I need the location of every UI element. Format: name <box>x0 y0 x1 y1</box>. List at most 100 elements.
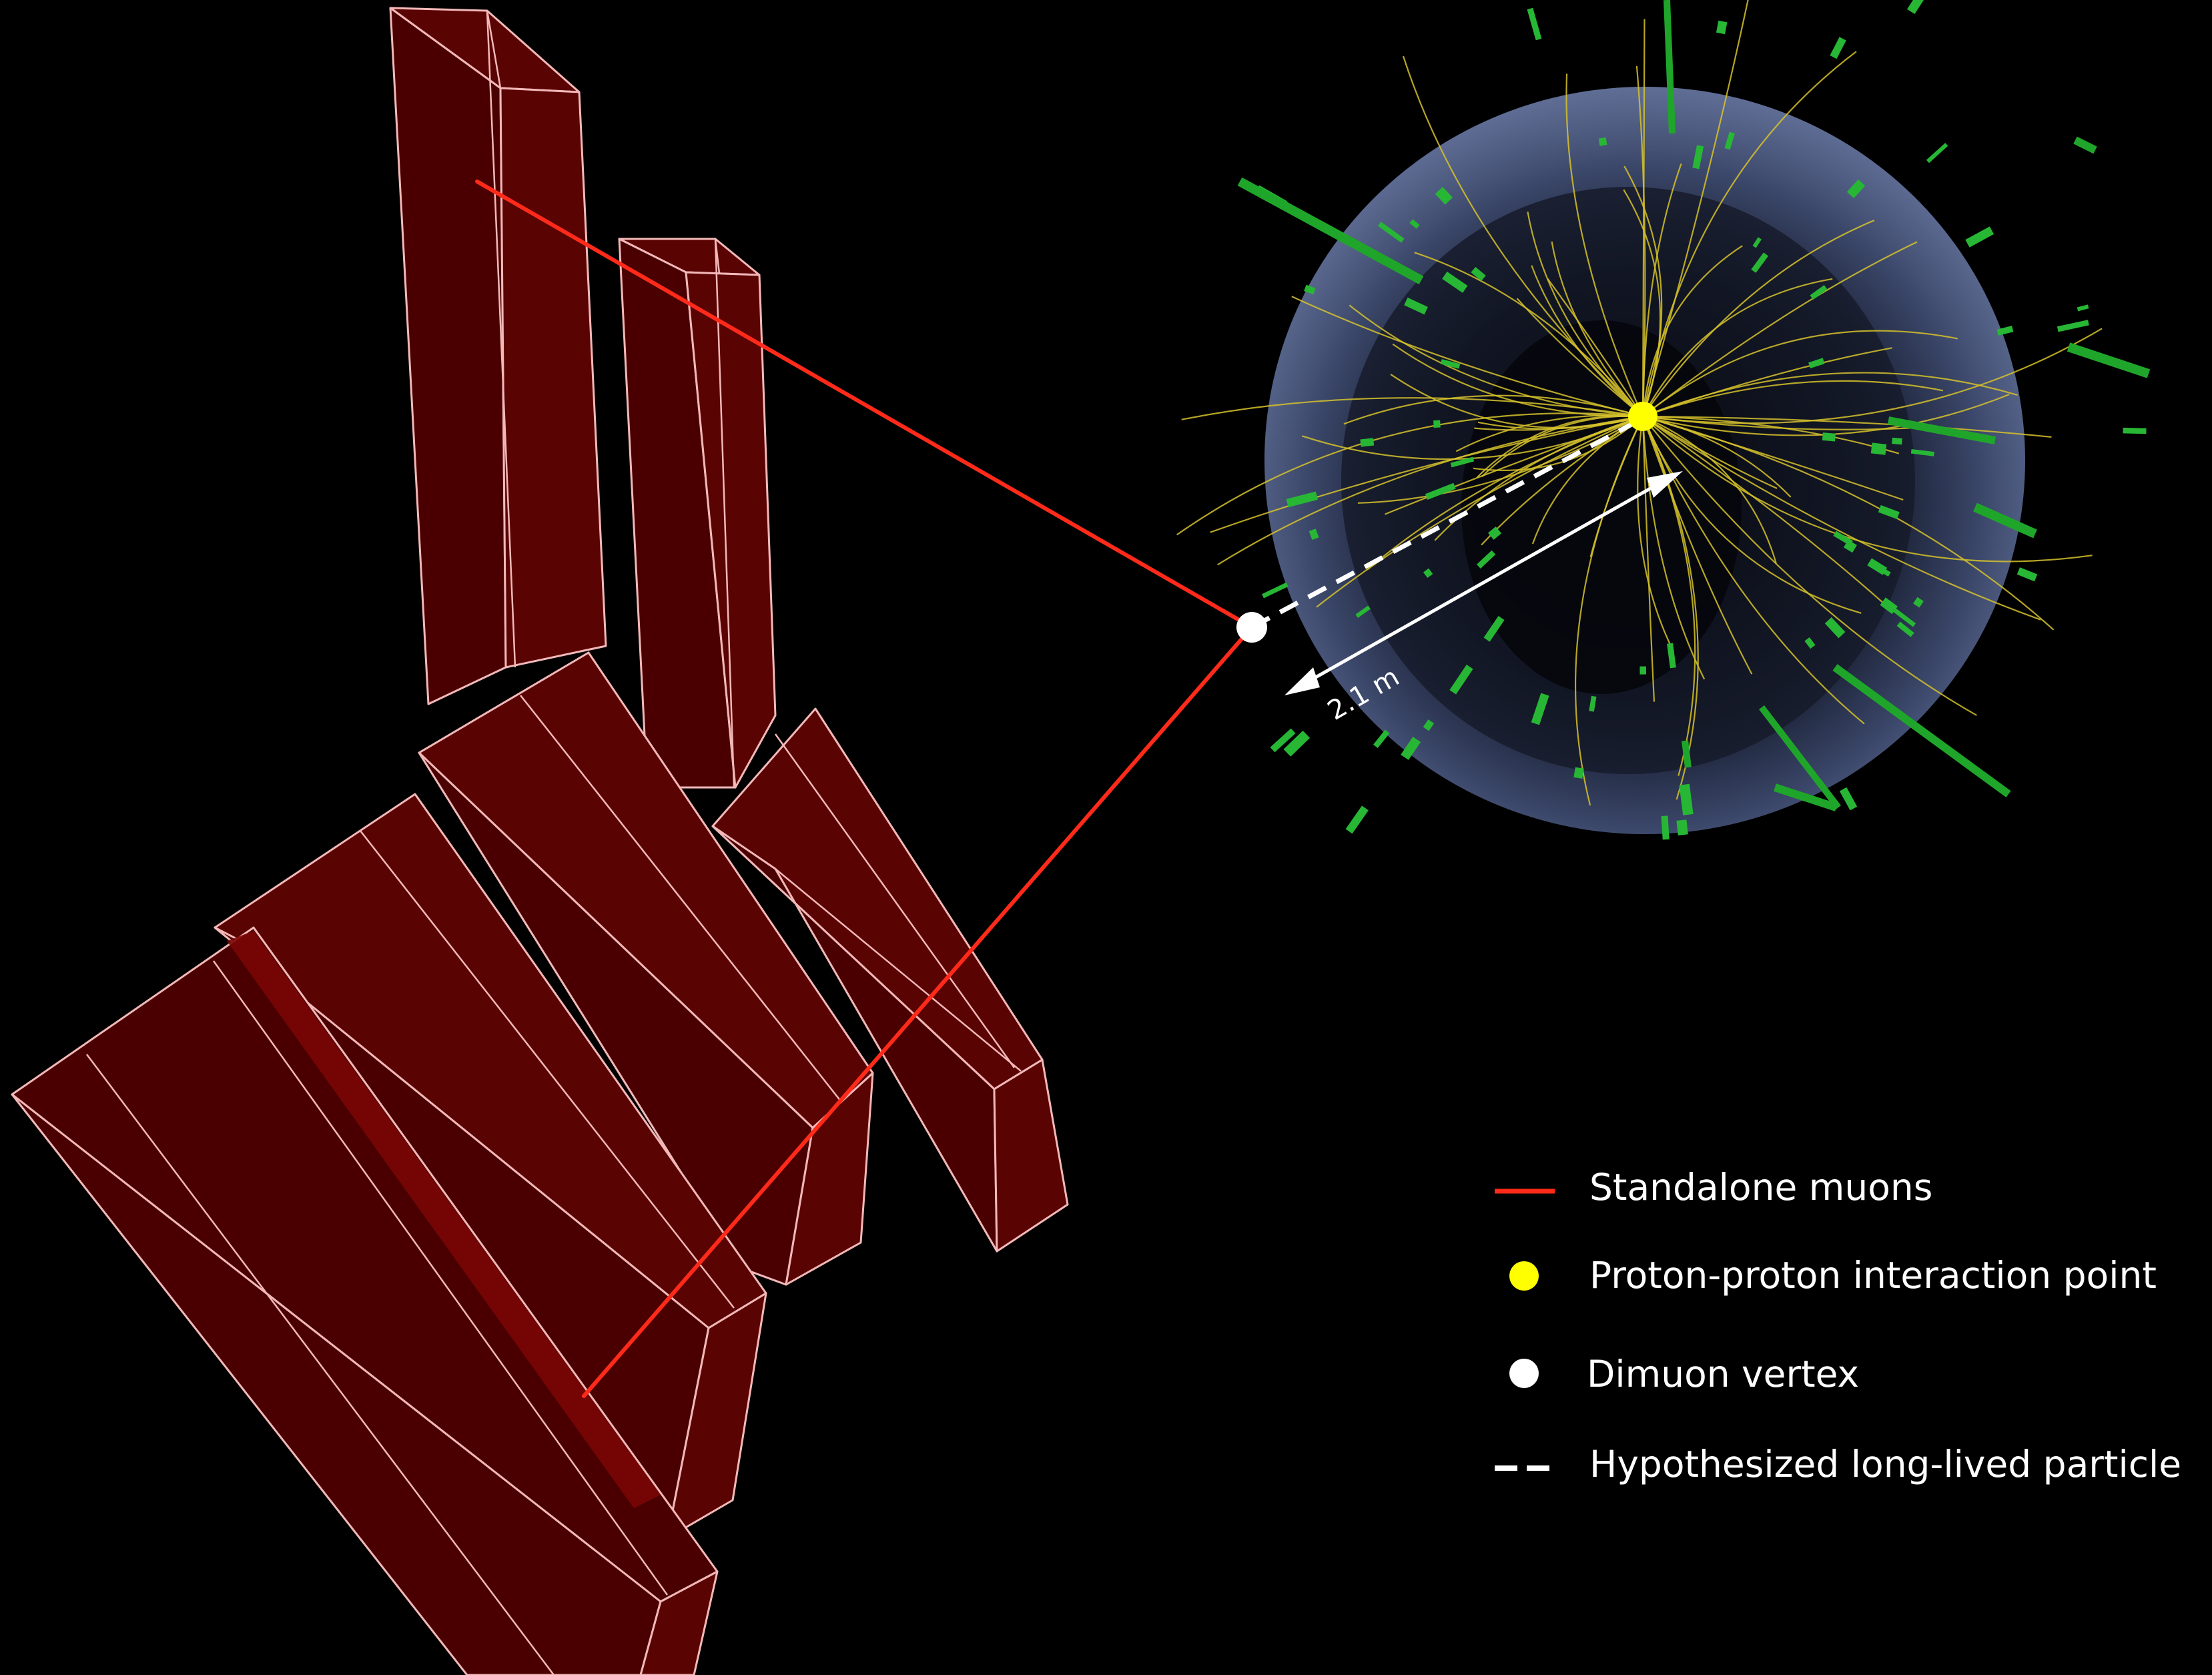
calorimeter-hit <box>1440 359 1461 369</box>
calorimeter-hit <box>1589 695 1597 712</box>
track-line <box>1589 416 1644 558</box>
track-line <box>1481 415 1643 478</box>
track-line <box>1642 330 1958 417</box>
calorimeter-hit <box>1965 226 1994 248</box>
calorimeter-hit <box>1679 783 1694 815</box>
calorimeter-hit <box>1442 272 1468 293</box>
calorimeter-hit <box>1667 643 1676 669</box>
track-line <box>1316 415 1643 608</box>
track-line <box>1641 416 1696 776</box>
calorimeter-hit <box>1471 266 1486 282</box>
calorimeter-hit <box>1843 539 1857 553</box>
calorimeter-hit <box>1910 449 1934 456</box>
track-line <box>1414 252 1643 417</box>
calorimeter-hit <box>1404 297 1428 315</box>
calorimeter-hit <box>1870 442 1887 455</box>
jet-deposit <box>1664 0 1676 134</box>
calorimeter-hit <box>1878 505 1900 519</box>
calorimeter-hit <box>1598 137 1607 146</box>
muon-chamber-4 <box>418 651 874 1286</box>
calorimeter-hit <box>1433 420 1441 428</box>
calorimeter-hit <box>1409 219 1420 229</box>
calorimeter-hit <box>1377 222 1405 243</box>
calorimeter-hit <box>1839 787 1858 811</box>
long-lived-particle <box>1250 416 1643 630</box>
arrow-head-left <box>1284 667 1320 695</box>
track-line <box>1176 412 1643 536</box>
calorimeter-hit <box>1846 179 1866 198</box>
track-line <box>1642 415 1777 564</box>
calorimeter-hit <box>1892 437 1902 445</box>
calorimeter-hit <box>1477 550 1496 569</box>
track-line <box>1455 414 1643 452</box>
calorimeter-hit <box>2057 320 2089 332</box>
muon-chambers <box>11 7 1069 1675</box>
track-line <box>1642 416 2041 621</box>
track-line <box>1531 265 1643 417</box>
calorimeter-hit <box>1435 186 1453 205</box>
track-line <box>1642 220 1875 417</box>
legend-item-standalone-muons: Standalone muons <box>1495 1166 1932 1209</box>
calorimeter-hit <box>1286 491 1318 508</box>
track-line <box>1481 416 1643 546</box>
calorimeter-hit <box>1676 819 1688 835</box>
calorimeter-hit <box>1724 131 1735 150</box>
track-line <box>1527 212 1643 417</box>
track-line <box>1637 416 1675 652</box>
calorimeter-hit <box>1880 567 1891 577</box>
track-line <box>1181 397 1643 420</box>
track-line <box>1367 415 1643 571</box>
track-line <box>1642 416 1886 605</box>
legend-label-long-lived-particle: Hypothesized long-lived particle <box>1589 1443 2181 1485</box>
calorimeter-hit <box>1423 719 1435 731</box>
legend-white-dot-icon <box>1509 1359 1539 1388</box>
calorimeter-hit <box>2077 304 2089 312</box>
muon-track-upper <box>475 180 1254 629</box>
track-line <box>1402 55 1643 417</box>
track-line <box>1349 304 1643 418</box>
track-line <box>1291 296 1643 418</box>
calorimeter-hit <box>1751 252 1769 273</box>
jet-deposit <box>1682 740 1692 768</box>
calorimeter-hit <box>1262 582 1288 599</box>
calorimeter-hit <box>1996 326 2014 336</box>
track-line <box>1642 372 2018 418</box>
track-line <box>1210 415 1643 533</box>
calorimeter-hit <box>1573 767 1584 779</box>
track-line <box>1641 416 1753 675</box>
calorimeter-hit <box>1896 621 1914 637</box>
dimuon-vertex <box>1236 612 1267 643</box>
legend-item-dimuon-vertex: Dimuon vertex <box>1509 1353 1859 1395</box>
legend-item-interaction-point: Proton-proton interaction point <box>1509 1254 2157 1297</box>
track-line <box>1641 416 1699 800</box>
jet-deposit <box>2067 342 2151 378</box>
legend: Standalone muons Proton-proton interacti… <box>1495 1166 2181 1485</box>
jet-deposit <box>1759 705 1841 810</box>
track-line <box>1642 328 2103 424</box>
track-line <box>1642 241 1918 417</box>
track-line <box>1642 278 1833 417</box>
calorimeter-hit <box>1373 729 1390 749</box>
calorimeter-hit <box>1804 637 1816 649</box>
track-line <box>1641 245 1743 417</box>
track-line <box>1642 415 1904 501</box>
legend-label-standalone-muons: Standalone muons <box>1589 1166 1932 1209</box>
calorimeter-hit <box>1487 526 1502 540</box>
calorimeter-hit <box>2016 567 2038 582</box>
jet-deposit <box>1237 177 1424 285</box>
track-line <box>1641 416 1865 725</box>
legend-yellow-dot-icon <box>1509 1261 1539 1291</box>
calorimeter-hit <box>1752 237 1762 248</box>
jet-deposit <box>1774 783 1838 811</box>
track-line <box>1642 416 2093 563</box>
calorimeter-hit <box>1926 143 1948 163</box>
track-line <box>1642 415 2052 438</box>
calorimeter-hit <box>1639 666 1647 675</box>
track-line <box>1642 416 1977 716</box>
long-lived-particle-dashed-line <box>1250 416 1643 630</box>
track-line <box>1516 298 1643 417</box>
calorimeter-hit <box>1824 617 1846 639</box>
legend-label-interaction-point: Proton-proton interaction point <box>1589 1254 2157 1297</box>
jet-deposit <box>1973 502 2037 539</box>
